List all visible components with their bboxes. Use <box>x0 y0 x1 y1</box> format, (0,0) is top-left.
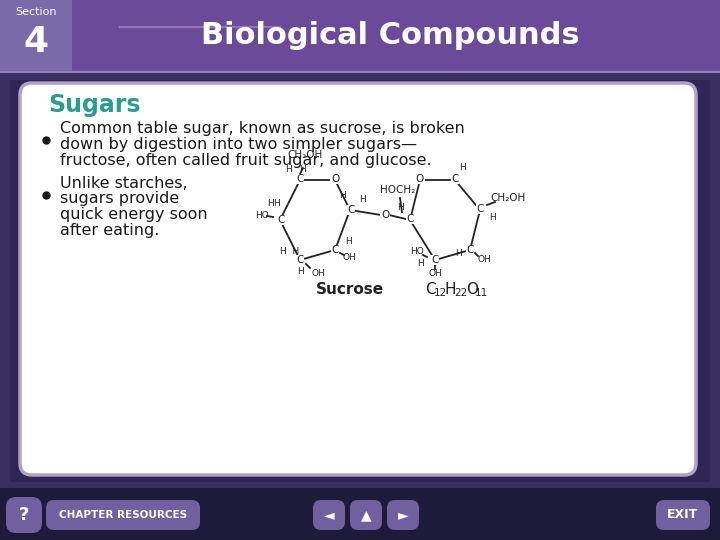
Text: HO: HO <box>255 211 269 219</box>
Text: C: C <box>406 214 414 224</box>
Text: O: O <box>331 174 339 184</box>
Text: C: C <box>277 215 284 225</box>
Text: H: H <box>266 199 274 208</box>
Text: 12: 12 <box>434 288 447 298</box>
Text: quick energy soon: quick energy soon <box>60 207 207 222</box>
Text: ◄: ◄ <box>324 508 334 522</box>
Text: sugars provide: sugars provide <box>60 192 179 206</box>
Text: OH: OH <box>342 253 356 262</box>
Text: CHAPTER RESOURCES: CHAPTER RESOURCES <box>59 510 187 520</box>
Text: HO: HO <box>410 247 424 256</box>
Text: C: C <box>467 245 474 255</box>
Text: H: H <box>359 195 365 205</box>
Text: H: H <box>297 267 303 276</box>
Text: after eating.: after eating. <box>60 224 159 239</box>
Text: H: H <box>338 192 346 200</box>
Text: C: C <box>331 245 338 255</box>
Text: 11: 11 <box>475 288 488 298</box>
FancyBboxPatch shape <box>20 83 696 475</box>
Text: EXIT: EXIT <box>667 509 698 522</box>
Text: O: O <box>466 282 478 298</box>
Text: Biological Compounds: Biological Compounds <box>201 22 580 51</box>
FancyBboxPatch shape <box>313 500 345 530</box>
Text: C: C <box>297 174 304 184</box>
Text: H: H <box>459 164 467 172</box>
Text: C: C <box>477 204 484 214</box>
Text: ►: ► <box>397 508 408 522</box>
Text: H: H <box>489 213 495 222</box>
Text: H: H <box>445 282 456 298</box>
FancyBboxPatch shape <box>350 500 382 530</box>
Text: O: O <box>416 174 424 184</box>
Text: C: C <box>431 255 438 265</box>
Text: down by digestion into two simpler sugars—: down by digestion into two simpler sugar… <box>60 137 417 152</box>
Text: ▲: ▲ <box>361 508 372 522</box>
FancyBboxPatch shape <box>656 500 710 530</box>
FancyBboxPatch shape <box>0 0 720 72</box>
FancyBboxPatch shape <box>46 500 200 530</box>
Text: H: H <box>346 238 352 246</box>
Text: OH: OH <box>311 269 325 279</box>
Text: 22: 22 <box>454 288 467 298</box>
FancyBboxPatch shape <box>387 500 419 530</box>
Text: H: H <box>397 204 403 213</box>
Text: O: O <box>381 210 389 220</box>
FancyBboxPatch shape <box>6 497 42 533</box>
Text: C: C <box>451 174 459 184</box>
Text: H: H <box>284 165 292 174</box>
Text: Sugars: Sugars <box>48 93 140 117</box>
Text: C: C <box>425 282 436 298</box>
FancyBboxPatch shape <box>10 80 710 482</box>
Text: CH₂OH: CH₂OH <box>287 150 323 160</box>
Text: C: C <box>347 205 355 215</box>
Text: H: H <box>274 199 280 208</box>
Text: OH: OH <box>477 255 491 265</box>
Text: H  H: H H <box>280 247 300 256</box>
Text: C: C <box>297 255 304 265</box>
Text: 4: 4 <box>24 25 48 59</box>
Text: Section: Section <box>15 7 57 17</box>
Text: fructose, often called fruit sugar, and glucose.: fructose, often called fruit sugar, and … <box>60 152 431 167</box>
Text: HOCH₂: HOCH₂ <box>380 185 415 195</box>
Text: H: H <box>418 260 424 268</box>
Text: OH: OH <box>428 269 442 279</box>
FancyBboxPatch shape <box>0 488 720 540</box>
FancyBboxPatch shape <box>0 0 72 72</box>
FancyBboxPatch shape <box>0 72 720 490</box>
Text: Sucrose: Sucrose <box>316 282 384 298</box>
Text: H: H <box>300 165 307 174</box>
Text: H: H <box>454 249 462 259</box>
Text: Common table sugar, known as sucrose, is broken: Common table sugar, known as sucrose, is… <box>60 120 464 136</box>
Text: CH₂OH: CH₂OH <box>490 193 526 203</box>
Text: ?: ? <box>19 506 30 524</box>
Text: Unlike starches,: Unlike starches, <box>60 176 188 191</box>
